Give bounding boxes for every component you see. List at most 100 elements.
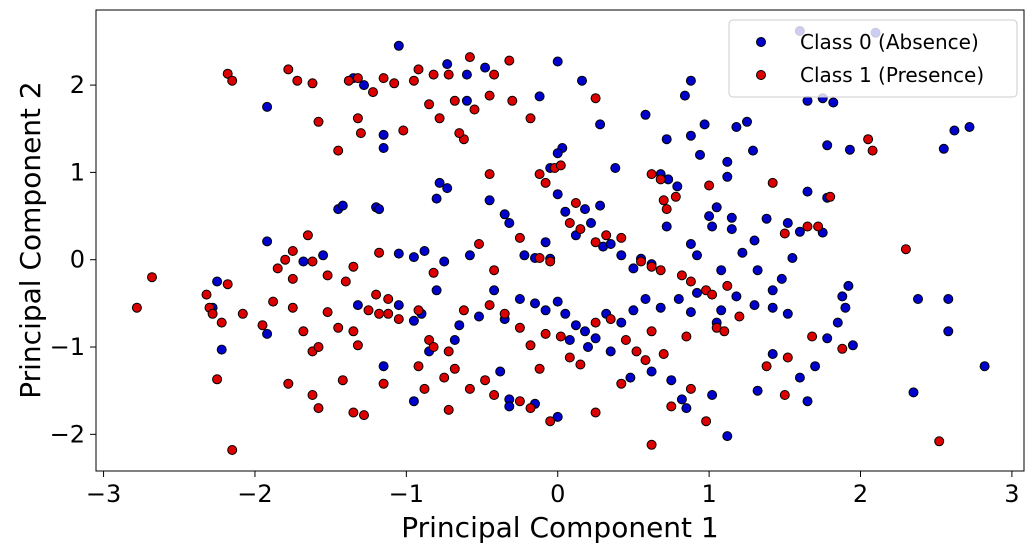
point-class-1 [443,346,454,357]
point-class-1 [237,308,248,319]
y-axis-title: Principal Component 2 [14,81,47,399]
point-class-1 [685,276,696,287]
point-class-0 [374,204,385,215]
point-class-0 [337,200,348,211]
point-class-0 [540,237,551,248]
point-class-1 [428,342,439,352]
point-class-1 [449,363,460,374]
point-class-0 [552,296,563,307]
point-class-1 [489,265,500,276]
point-class-1 [207,308,218,319]
point-class-1 [383,294,394,304]
point-class-0 [580,204,590,215]
point-class-1 [374,308,385,319]
point-class-0 [776,273,787,284]
point-class-1 [719,326,730,337]
point-class-0 [590,333,601,344]
point-class-1 [378,378,389,389]
point-class-0 [499,209,510,220]
point-class-1 [413,361,424,372]
point-class-1 [802,221,813,232]
point-class-1 [701,416,712,427]
point-class-1 [201,289,212,300]
point-class-0 [666,375,677,386]
point-class-0 [832,317,843,328]
point-class-0 [794,226,805,237]
point-class-1 [504,55,515,66]
point-class-0 [442,183,453,194]
point-class-1 [283,64,294,75]
point-class-1 [590,93,601,104]
point-class-0 [695,149,705,160]
point-class-0 [749,300,760,311]
y-tick-label: 2 [70,71,85,99]
point-class-1 [555,160,566,171]
point-class-1 [458,305,469,316]
point-class-1 [464,52,475,63]
point-class-0 [679,90,690,101]
ticks-layer: −3 −2 −1 0 1 2 3 −2 −1 0 1 2 [50,71,1020,508]
point-class-0 [595,200,606,211]
point-class-1 [782,352,793,363]
point-class-1 [348,326,359,337]
point-class-1 [704,180,715,191]
point-class-1 [867,145,878,156]
point-class-1 [359,410,369,421]
point-class-0 [495,366,506,377]
point-class-0 [752,385,763,396]
point-class-1 [616,378,627,389]
point-class-0 [731,122,742,132]
y-tick-label: −2 [50,420,85,448]
point-class-1 [514,396,525,407]
point-class-1 [413,305,424,316]
point-class-1 [449,95,460,106]
point-class-0 [318,250,329,261]
point-class-1 [424,99,435,110]
x-tick-label: −1 [389,480,424,508]
point-class-1 [863,134,874,145]
point-class-0 [661,134,672,145]
point-class-1 [900,244,911,255]
point-class-0 [419,246,430,256]
legend-marker-class-0 [756,37,766,47]
point-class-1 [534,253,545,263]
point-class-1 [655,174,666,185]
point-class-0 [640,294,651,304]
point-class-0 [610,163,621,173]
point-class-1 [443,404,454,415]
point-class-0 [461,95,472,106]
point-class-1 [620,335,631,345]
point-class-1 [564,218,575,228]
point-class-1 [352,113,363,124]
point-class-0 [722,156,733,167]
point-class-0 [628,263,639,274]
point-class-0 [704,211,715,222]
point-class-1 [398,125,409,136]
point-class-0 [685,307,696,318]
point-class-0 [711,202,722,213]
point-class-0 [560,308,571,319]
point-class-0 [378,361,389,372]
point-class-1 [590,317,601,328]
point-class-1 [525,340,536,351]
point-class-0 [552,411,563,422]
point-class-0 [716,265,727,276]
point-class-0 [767,349,778,359]
point-class-1 [616,232,627,243]
point-class-1 [383,308,394,319]
point-class-1 [428,267,439,278]
point-class-0 [434,177,445,188]
point-class-1 [131,302,142,313]
point-class-0 [552,148,563,159]
point-class-1 [333,145,344,156]
point-class-1 [646,326,657,337]
point-class-1 [767,177,778,188]
point-class-1 [480,375,491,386]
point-class-0 [439,256,450,267]
point-class-1 [761,361,772,372]
point-class-1 [670,191,681,202]
point-class-0 [570,320,581,331]
point-class-1 [605,314,616,325]
point-class-1 [413,64,424,75]
